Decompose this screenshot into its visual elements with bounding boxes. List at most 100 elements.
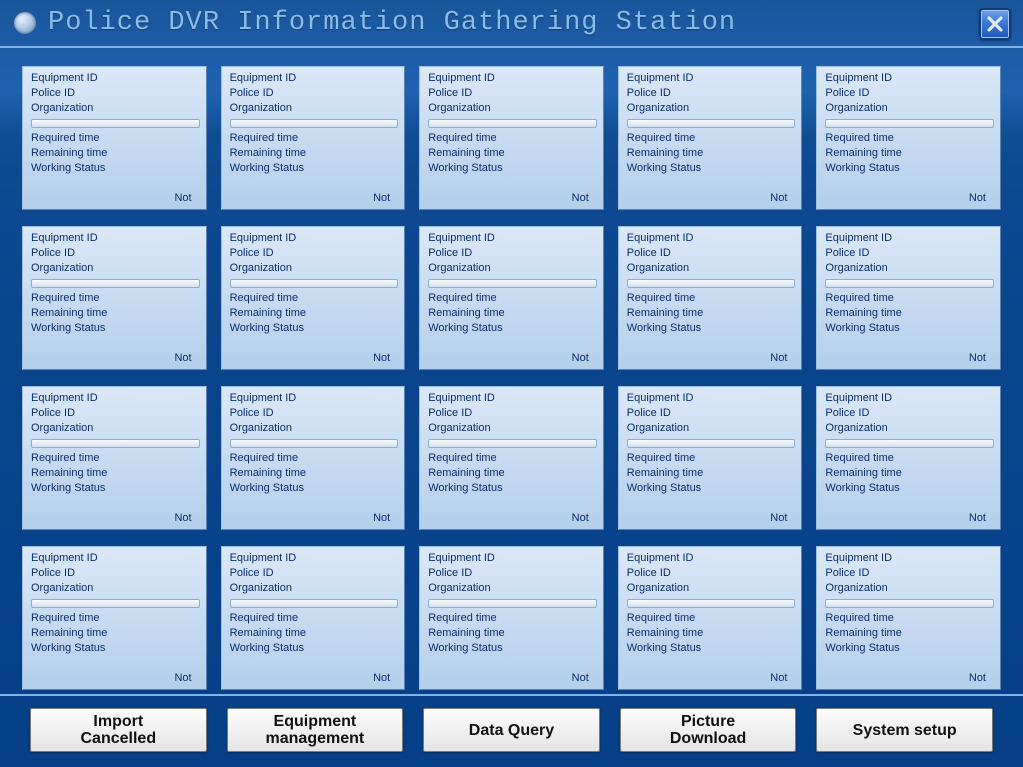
remaining-time-value <box>703 306 795 321</box>
organization-label: Organization <box>825 581 887 596</box>
device-card[interactable]: Equipment IDPolice IDOrganizationRequire… <box>816 226 1001 370</box>
working-status-value: Not <box>969 672 986 684</box>
working-status-value: Not <box>770 512 787 524</box>
remaining-time-label: Remaining time <box>627 146 703 161</box>
organization-label: Organization <box>428 101 490 116</box>
police-id-row: Police ID <box>825 406 994 421</box>
required-time-row: Required time <box>428 611 597 626</box>
data-query-button[interactable]: Data Query <box>423 708 600 752</box>
working-status-row: Working Status <box>31 321 200 336</box>
working-status-row: Working Status <box>230 321 399 336</box>
organization-value <box>292 581 398 596</box>
remaining-time-row: Remaining time <box>825 626 994 641</box>
required-time-label: Required time <box>31 131 99 146</box>
equipment-id-value <box>693 551 795 566</box>
device-card[interactable]: Equipment IDPolice IDOrganizationRequire… <box>22 546 207 690</box>
working-status-value: Not <box>969 512 986 524</box>
device-card[interactable]: Equipment IDPolice IDOrganizationRequire… <box>419 66 604 210</box>
equipment-id-value <box>892 71 994 86</box>
equipment-id-value <box>296 391 398 406</box>
device-card[interactable]: Equipment IDPolice IDOrganizationRequire… <box>618 386 803 530</box>
remaining-time-value <box>306 626 398 641</box>
required-time-label: Required time <box>428 451 496 466</box>
organization-label: Organization <box>627 421 689 436</box>
device-card[interactable]: Equipment IDPolice IDOrganizationRequire… <box>816 66 1001 210</box>
device-card[interactable]: Equipment IDPolice IDOrganizationRequire… <box>618 66 803 210</box>
device-card[interactable]: Equipment IDPolice IDOrganizationRequire… <box>618 226 803 370</box>
organization-row: Organization <box>627 261 796 276</box>
device-card[interactable]: Equipment IDPolice IDOrganizationRequire… <box>221 226 406 370</box>
organization-row: Organization <box>230 261 399 276</box>
device-card[interactable]: Equipment IDPolice IDOrganizationRequire… <box>221 546 406 690</box>
equipment-management-button[interactable]: Equipment management <box>227 708 404 752</box>
working-status-label: Working Status <box>230 321 304 336</box>
required-time-row: Required time <box>31 291 200 306</box>
close-button[interactable] <box>979 8 1011 40</box>
device-card[interactable]: Equipment IDPolice IDOrganizationRequire… <box>221 386 406 530</box>
working-status-label: Working Status <box>428 641 502 656</box>
device-card[interactable]: Equipment IDPolice IDOrganizationRequire… <box>816 546 1001 690</box>
organization-row: Organization <box>428 101 597 116</box>
progress-bar <box>31 599 200 608</box>
device-card[interactable]: Equipment IDPolice IDOrganizationRequire… <box>419 226 604 370</box>
working-status-value: Not <box>174 512 191 524</box>
remaining-time-label: Remaining time <box>627 466 703 481</box>
police-id-row: Police ID <box>230 246 399 261</box>
working-status-label: Working Status <box>428 161 502 176</box>
working-status-label: Working Status <box>31 161 105 176</box>
police-id-row: Police ID <box>230 566 399 581</box>
required-time-value <box>894 611 994 626</box>
required-time-row: Required time <box>230 131 399 146</box>
police-id-row: Police ID <box>825 566 994 581</box>
equipment-id-label: Equipment ID <box>825 551 892 566</box>
working-status-value: Not <box>373 672 390 684</box>
police-id-value <box>75 406 200 421</box>
equipment-id-label: Equipment ID <box>230 551 297 566</box>
picture-download-button[interactable]: Picture Download <box>620 708 797 752</box>
organization-value <box>888 261 994 276</box>
organization-label: Organization <box>825 421 887 436</box>
organization-label: Organization <box>31 101 93 116</box>
working-status-value: Not <box>770 352 787 364</box>
remaining-time-row: Remaining time <box>825 306 994 321</box>
device-card[interactable]: Equipment IDPolice IDOrganizationRequire… <box>22 386 207 530</box>
system-setup-button[interactable]: System setup <box>816 708 993 752</box>
progress-bar <box>627 119 796 128</box>
police-id-label: Police ID <box>230 406 274 421</box>
organization-label: Organization <box>230 421 292 436</box>
device-card[interactable]: Equipment IDPolice IDOrganizationRequire… <box>22 66 207 210</box>
device-grid: Equipment IDPolice IDOrganizationRequire… <box>22 66 1001 690</box>
device-card[interactable]: Equipment IDPolice IDOrganizationRequire… <box>22 226 207 370</box>
device-card[interactable]: Equipment IDPolice IDOrganizationRequire… <box>419 546 604 690</box>
device-card[interactable]: Equipment IDPolice IDOrganizationRequire… <box>419 386 604 530</box>
police-id-row: Police ID <box>31 406 200 421</box>
header-bar: Police DVR Information Gathering Station <box>0 0 1023 48</box>
equipment-id-label: Equipment ID <box>428 231 495 246</box>
required-time-label: Required time <box>825 131 893 146</box>
equipment-id-row: Equipment ID <box>825 231 994 246</box>
working-status-label: Working Status <box>825 481 899 496</box>
required-time-row: Required time <box>428 131 597 146</box>
import-cancelled-button[interactable]: Import Cancelled <box>30 708 207 752</box>
equipment-id-label: Equipment ID <box>428 551 495 566</box>
device-card[interactable]: Equipment IDPolice IDOrganizationRequire… <box>618 546 803 690</box>
police-id-label: Police ID <box>627 86 671 101</box>
remaining-time-value <box>902 466 994 481</box>
progress-bar <box>31 439 200 448</box>
working-status-row: Working Status <box>31 161 200 176</box>
organization-value <box>93 101 199 116</box>
working-status-value: Not <box>174 672 191 684</box>
remaining-time-value <box>107 146 199 161</box>
equipment-id-value <box>495 231 597 246</box>
remaining-time-row: Remaining time <box>230 466 399 481</box>
device-card[interactable]: Equipment IDPolice IDOrganizationRequire… <box>221 66 406 210</box>
equipment-id-value <box>892 551 994 566</box>
required-time-value <box>99 291 199 306</box>
equipment-id-row: Equipment ID <box>428 231 597 246</box>
progress-bar <box>428 599 597 608</box>
organization-value <box>689 581 795 596</box>
required-time-row: Required time <box>627 611 796 626</box>
device-card[interactable]: Equipment IDPolice IDOrganizationRequire… <box>816 386 1001 530</box>
organization-value <box>689 101 795 116</box>
organization-label: Organization <box>825 261 887 276</box>
